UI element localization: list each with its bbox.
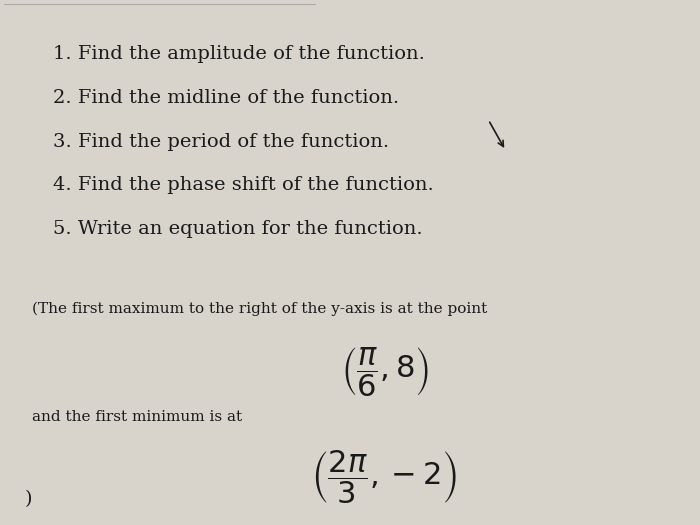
Text: 3. Find the period of the function.: 3. Find the period of the function. [52, 133, 388, 151]
Text: 2. Find the midline of the function.: 2. Find the midline of the function. [52, 89, 399, 107]
Text: 1. Find the amplitude of the function.: 1. Find the amplitude of the function. [52, 45, 424, 63]
Text: ): ) [25, 490, 32, 508]
Text: 4. Find the phase shift of the function.: 4. Find the phase shift of the function. [52, 176, 433, 194]
Text: and the first minimum is at: and the first minimum is at [32, 410, 242, 424]
Text: $\left(\dfrac{\pi}{6},8\right)$: $\left(\dfrac{\pi}{6},8\right)$ [340, 346, 428, 400]
Text: 5. Write an equation for the function.: 5. Write an equation for the function. [52, 220, 422, 238]
Text: (The first maximum to the right of the y-axis is at the point: (The first maximum to the right of the y… [32, 302, 487, 317]
Text: $\left(\dfrac{2\pi}{3},-2\right)$: $\left(\dfrac{2\pi}{3},-2\right)$ [312, 448, 458, 506]
